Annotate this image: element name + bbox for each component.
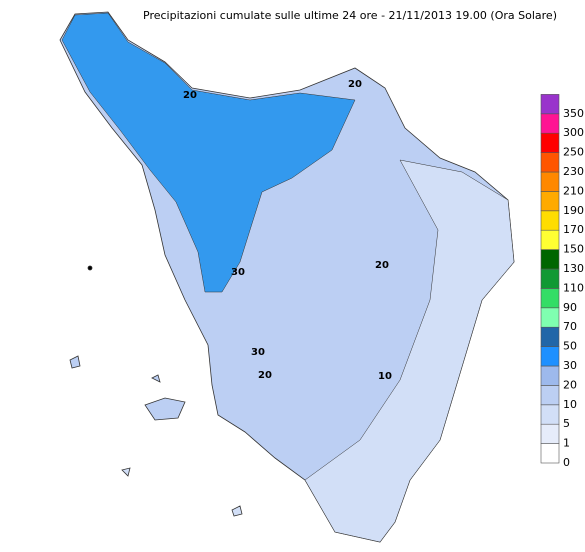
legend-label: 20 — [563, 378, 577, 391]
legend-swatch — [540, 191, 560, 212]
legend-swatch — [540, 171, 560, 192]
map-title: Precipitazioni cumulate sulle ultime 24 … — [143, 9, 557, 22]
heavy-zone — [61, 12, 356, 293]
legend-swatch — [540, 249, 560, 270]
contour-label: 20 — [375, 260, 389, 271]
island — [151, 374, 161, 383]
island — [231, 505, 243, 517]
legend-label: 130 — [563, 262, 584, 275]
legend-label: 230 — [563, 165, 584, 178]
light-zone — [304, 159, 515, 543]
legend-label: 350 — [563, 107, 584, 120]
legend-swatch — [540, 326, 560, 347]
contour-label: 20 — [258, 370, 272, 381]
island-elba — [144, 397, 186, 421]
legend-swatch — [540, 94, 560, 115]
island — [87, 265, 93, 271]
island — [69, 355, 81, 369]
contour-label: 20 — [183, 90, 197, 101]
legend-label: 10 — [563, 398, 577, 411]
legend-swatch — [540, 307, 560, 328]
legend-label: 170 — [563, 223, 584, 236]
legend: 0 1 5 10 20 30 50 70 90 110 130 150 170 190 210 230 250 3… — [540, 94, 584, 469]
contour-label: 30 — [231, 267, 245, 278]
legend-swatch — [540, 346, 560, 367]
legend-swatch — [540, 365, 560, 386]
legend-swatch — [540, 443, 560, 464]
legend-swatch — [540, 229, 560, 250]
legend-label: 150 — [563, 243, 584, 256]
contour-label: 10 — [378, 371, 392, 382]
legend-swatch — [540, 423, 560, 444]
legend-label: 250 — [563, 146, 584, 159]
legend-swatch — [540, 152, 560, 173]
legend-label: 50 — [563, 340, 577, 353]
legend-label: 1 — [563, 437, 570, 450]
legend-swatch — [540, 210, 560, 231]
contour-label: 20 — [348, 79, 362, 90]
contour-labels: 20 20 30 30 20 10 20 — [183, 79, 392, 382]
contour-label: 30 — [251, 347, 265, 358]
legend-label: 70 — [563, 320, 577, 333]
legend-label: 5 — [563, 417, 570, 430]
legend-swatch — [540, 404, 560, 425]
legend-swatch — [540, 288, 560, 309]
legend-swatch — [540, 385, 560, 406]
legend-swatch — [540, 132, 560, 153]
legend-label: 30 — [563, 359, 577, 372]
region-map — [59, 11, 515, 543]
legend-label: 110 — [563, 281, 584, 294]
legend-label: 90 — [563, 301, 577, 314]
legend-swatch — [540, 268, 560, 289]
legend-swatch — [540, 113, 560, 134]
legend-label: 0 — [563, 456, 570, 469]
legend-label: 190 — [563, 204, 584, 217]
legend-label: 210 — [563, 184, 584, 197]
island — [121, 467, 131, 477]
legend-label: 300 — [563, 126, 584, 139]
